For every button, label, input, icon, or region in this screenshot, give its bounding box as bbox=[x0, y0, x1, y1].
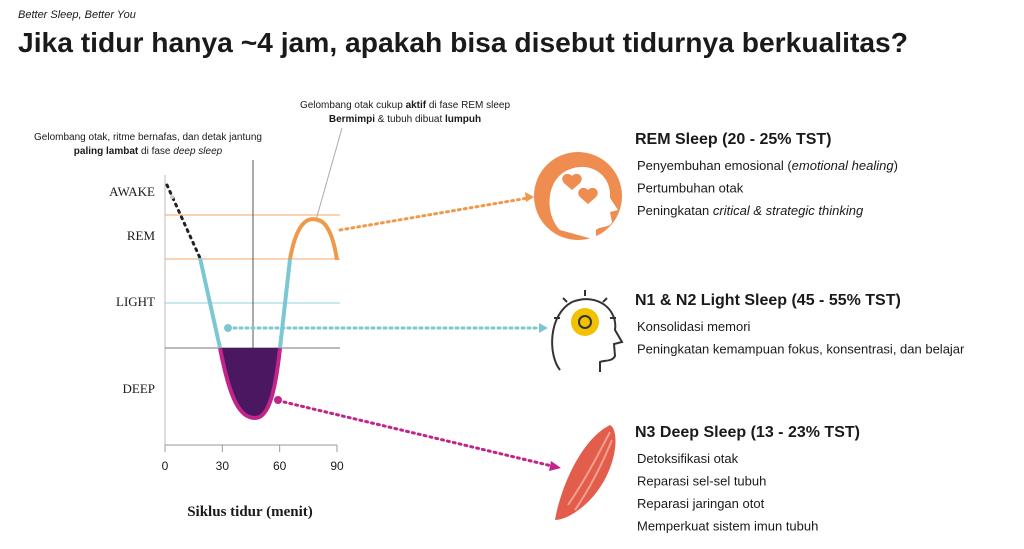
section-item: Pertumbuhan otak bbox=[637, 181, 744, 196]
section-item: Konsolidasi memori bbox=[637, 319, 751, 334]
text-segment: Konsolidasi memori bbox=[637, 319, 751, 334]
text-segment: Gelombang otak cukup bbox=[300, 100, 406, 111]
sleep-cycle-graph: Siklus tidur (menit) AWAKE REM LIGHT DEEP 0… bbox=[34, 100, 561, 520]
annotation-line: Bermimpi & tubuh dibuat lumpuh bbox=[329, 114, 481, 125]
section-item: Memperkuat sistem imun tubuh bbox=[637, 519, 818, 534]
text-segment: Gelombang otak, ritme bernafas, dan deta… bbox=[34, 132, 262, 143]
text-segment: paling lambat bbox=[74, 146, 139, 157]
section-item: Detoksifikasi otak bbox=[637, 451, 739, 466]
text-segment: critical & strategic thinking bbox=[713, 203, 864, 218]
tick-label: 30 bbox=[216, 459, 230, 473]
text-segment: Pertumbuhan otak bbox=[637, 181, 744, 196]
title: Jika tidur hanya ~4 jam, apakah bisa dis… bbox=[18, 27, 908, 58]
x-ticks: 0 30 60 90 bbox=[162, 445, 344, 473]
light-icon bbox=[551, 290, 624, 372]
section-heading: REM Sleep (20 - 25% TST) bbox=[635, 131, 832, 148]
arrow-start bbox=[274, 396, 282, 404]
text-segment: Peningkatan kemampuan fokus, konsentrasi… bbox=[637, 342, 965, 357]
arrow-head bbox=[549, 461, 561, 471]
section-item: Penyembuhan emosional (emotional healing… bbox=[637, 158, 898, 173]
section-heading: N3 Deep Sleep (13 - 23% TST) bbox=[635, 424, 860, 441]
text-segment: Memperkuat sistem imun tubuh bbox=[637, 519, 818, 534]
text-segment: Detoksifikasi otak bbox=[637, 451, 739, 466]
annotation-line: Gelombang otak, ritme bernafas, dan deta… bbox=[34, 132, 262, 143]
rem-curve bbox=[288, 217, 339, 261]
text-segment: lumpuh bbox=[445, 114, 481, 125]
section-heading: N1 & N2 Light Sleep (45 - 55% TST) bbox=[635, 292, 901, 309]
text-segment: Peningkatan bbox=[637, 203, 713, 218]
arrow-head bbox=[525, 192, 534, 202]
text-segment: Reparasi jaringan otot bbox=[637, 496, 765, 511]
stage-label: DEEP bbox=[123, 381, 156, 396]
annotation-line: Gelombang otak cukup aktif di fase REM s… bbox=[300, 100, 511, 111]
arrow-rem bbox=[338, 196, 530, 232]
tick-label: 90 bbox=[330, 459, 344, 473]
text-segment: emotional healing bbox=[792, 158, 895, 173]
dot bbox=[170, 195, 174, 199]
arrow-deep bbox=[282, 400, 554, 468]
text-segment: & tubuh dibuat bbox=[375, 114, 445, 125]
tick-label: 0 bbox=[162, 459, 169, 473]
section-item: Reparasi sel-sel tubuh bbox=[637, 474, 766, 489]
arrow-head bbox=[539, 323, 548, 333]
stage-label: REM bbox=[127, 228, 156, 243]
rem-icon bbox=[534, 152, 622, 240]
annotation-line: paling lambat di fase deep sleep bbox=[74, 146, 223, 157]
text-segment: di fase REM sleep bbox=[426, 100, 510, 111]
text-segment: Bermimpi bbox=[329, 114, 375, 125]
section-item: Reparasi jaringan otot bbox=[637, 496, 765, 511]
annotation: Gelombang otak cukup aktif di fase REM s… bbox=[300, 100, 511, 125]
text-segment: Reparasi sel-sel tubuh bbox=[637, 474, 766, 489]
annotation: Gelombang otak, ritme bernafas, dan deta… bbox=[34, 132, 262, 157]
text-segment: di fase bbox=[138, 146, 173, 157]
deep-curve bbox=[218, 347, 282, 421]
tick-label: 60 bbox=[273, 459, 287, 473]
stage-label: LIGHT bbox=[116, 294, 155, 309]
subtitle: Better Sleep, Better You bbox=[18, 9, 136, 21]
text-segment: deep sleep bbox=[173, 146, 222, 157]
stage-label: AWAKE bbox=[109, 184, 155, 199]
arrow-start bbox=[224, 324, 232, 332]
section-item: Peningkatan critical & strategic thinkin… bbox=[637, 203, 864, 218]
light-curve bbox=[198, 257, 292, 349]
muscle-icon bbox=[555, 425, 616, 520]
x-axis-label: Siklus tidur (menit) bbox=[187, 504, 313, 520]
text-segment: Penyembuhan emosional ( bbox=[637, 158, 792, 173]
section-item: Peningkatan kemampuan fokus, konsentrasi… bbox=[637, 342, 965, 357]
text-segment: aktif bbox=[406, 100, 427, 111]
stage-labels: AWAKE REM LIGHT DEEP bbox=[109, 184, 155, 396]
text-segment: ) bbox=[894, 158, 898, 173]
pointer-line bbox=[315, 127, 343, 221]
sections: REM Sleep (20 - 25% TST) Penyembuhan emos… bbox=[635, 131, 965, 534]
